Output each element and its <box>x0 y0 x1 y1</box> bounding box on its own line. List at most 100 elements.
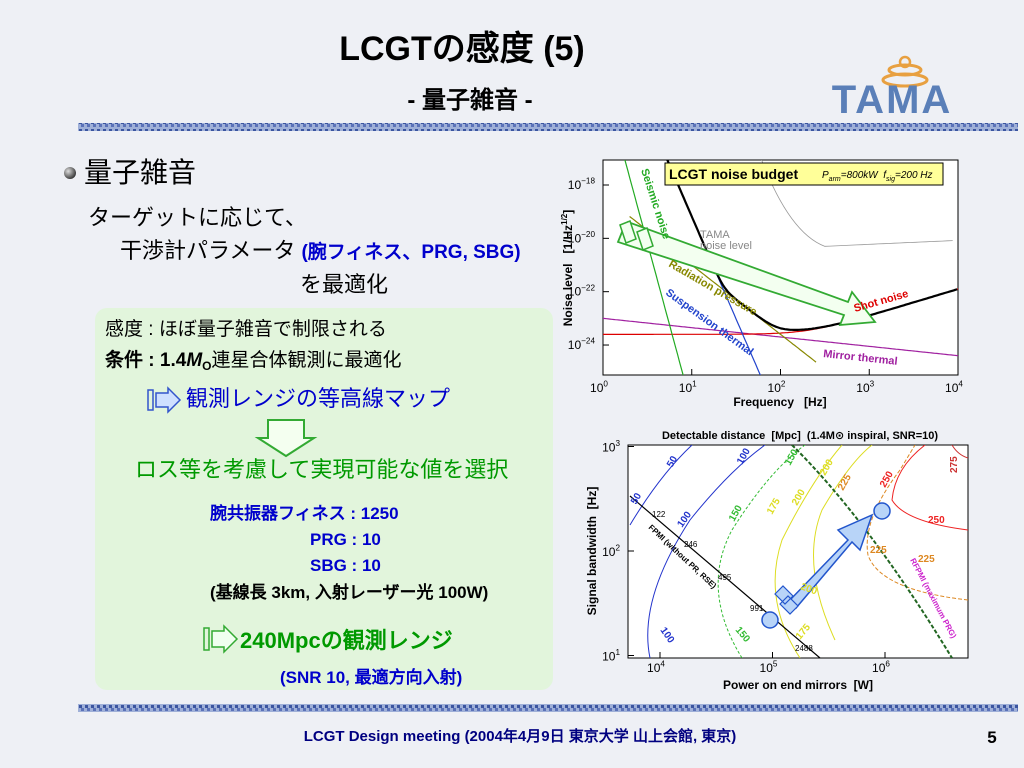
bullet-icon <box>64 167 76 179</box>
plot1-params: Parm=800kW fsig=200 Hz <box>822 170 933 183</box>
plot1-frame <box>602 159 959 376</box>
fpmi-point-label: 495 <box>718 573 732 582</box>
header-bar <box>78 123 1018 131</box>
tick-label: 106 <box>872 660 890 675</box>
tick-label: 102 <box>602 544 620 559</box>
tick-exp: −20 <box>581 230 595 239</box>
tick-exp: 5 <box>773 660 778 669</box>
param: SBG : 10 <box>310 556 381 575</box>
tick-base: 10 <box>872 661 886 675</box>
tick-base: 10 <box>602 545 616 559</box>
text: arm <box>829 176 841 183</box>
tick-label: 104 <box>945 380 963 395</box>
tick-base: 10 <box>568 338 582 352</box>
logo: TAMA <box>832 55 953 122</box>
text: O <box>202 359 211 373</box>
curve-label: TAMA <box>700 229 730 241</box>
tick-label: 102 <box>768 380 786 395</box>
tama-curve <box>761 160 953 247</box>
param: PRG : 10 <box>310 530 381 549</box>
result-text: 240Mpcの観測レンジ <box>240 628 453 653</box>
fpmi-point-label: 122 <box>652 510 666 519</box>
total-noise-curve <box>666 160 958 331</box>
footer-text: LCGT Design meeting (2004年4月9日 東京大学 山上会館… <box>304 727 737 745</box>
tick-label: 103 <box>856 380 874 395</box>
arrow-tail <box>619 220 654 251</box>
tick-base: 10 <box>602 650 616 664</box>
plot2-ylabel: Signal bandwidth [Hz] <box>585 487 599 616</box>
tick-label: 101 <box>679 380 697 395</box>
contour-label: 225 <box>918 554 935 565</box>
text: ] <box>561 210 575 214</box>
contour <box>774 445 843 658</box>
fpmi-point-label: 2488 <box>795 644 813 653</box>
text: =800kW <box>841 170 884 181</box>
tick-base: 10 <box>945 381 959 395</box>
map-text: 観測レンジの等高線マップ <box>186 386 450 411</box>
tick-label: 10−22 <box>568 283 596 298</box>
curve-label: noise level <box>700 240 752 252</box>
logo-text: TAMA <box>832 78 953 122</box>
text-line: 条件 : 1.4MO連星合体観測に最適化 <box>105 348 402 373</box>
summary-box <box>95 308 553 690</box>
arrow-tail <box>774 585 799 615</box>
tick-exp: 4 <box>660 660 665 669</box>
page-number: 5 <box>987 728 996 747</box>
mirror-thermal-curve <box>603 317 958 357</box>
design-arrow <box>789 513 874 610</box>
title: LCGTの感度 (5) <box>339 30 585 68</box>
text: P <box>822 170 829 181</box>
text: f <box>883 170 887 181</box>
tick-base: 10 <box>568 285 582 299</box>
fpmi-line <box>629 495 821 658</box>
contour <box>629 445 693 526</box>
tick-base: 10 <box>856 381 870 395</box>
seismic-curve <box>624 160 684 375</box>
contour-label: 275 <box>949 456 960 473</box>
tick-base: 10 <box>679 381 693 395</box>
tick-exp: 3 <box>615 439 620 448</box>
text-line: 感度 : ほぼ量子雑音で制限される <box>105 318 387 340</box>
tick-base: 10 <box>568 178 582 192</box>
contour-label: 250 <box>928 515 945 526</box>
tick-base: 10 <box>602 441 616 455</box>
text-note: (腕フィネス、PRG, SBG) <box>301 240 520 263</box>
text: Noise level [1/Hz <box>561 225 575 326</box>
tick-base: 10 <box>760 661 774 675</box>
plot1-xlabel: Frequency [Hz] <box>733 395 826 409</box>
tick-label: 101 <box>602 648 620 663</box>
tick-exp: 2 <box>781 380 786 389</box>
text: sig <box>886 176 895 183</box>
tick-base: 10 <box>590 381 604 395</box>
tick-label: 10−24 <box>568 337 596 352</box>
fpmi-point-label: 246 <box>684 540 698 549</box>
tick-label: 104 <box>647 660 665 675</box>
text-line: 干渉計パラメータ (腕フィネス、PRG, SBG) <box>120 238 521 263</box>
arrow-icon <box>147 386 182 414</box>
contour-label: 50 <box>665 454 680 470</box>
plot2-frame <box>627 444 969 659</box>
trend-arrow <box>616 220 877 327</box>
contour <box>891 445 968 531</box>
footer-bar <box>78 704 1018 712</box>
tick-exp: 1 <box>615 648 620 657</box>
contour <box>647 445 766 658</box>
tick-exp: −22 <box>581 283 595 292</box>
plot1-title-box <box>664 162 944 186</box>
result-note: (SNR 10, 最適方向入射) <box>280 667 462 687</box>
down-arrow <box>254 419 318 458</box>
tick-exp: 0 <box>603 380 608 389</box>
text-line: ターゲットに応じて、 <box>88 205 307 230</box>
tick-exp: 2 <box>615 544 620 553</box>
tick-label: 103 <box>602 439 620 454</box>
bullet-text: 量子雑音 <box>84 157 196 188</box>
text: 1/2 <box>560 213 569 225</box>
contour <box>866 445 968 601</box>
tick-base: 10 <box>568 231 582 245</box>
contour <box>951 445 968 459</box>
design-point <box>873 502 891 520</box>
tick-label: 100 <box>590 380 608 395</box>
text: 連星合体観測に最適化 <box>211 349 401 371</box>
plot1-ylabel: Noise level [1/Hz1/2] <box>560 210 575 327</box>
tick-base: 10 <box>768 381 782 395</box>
